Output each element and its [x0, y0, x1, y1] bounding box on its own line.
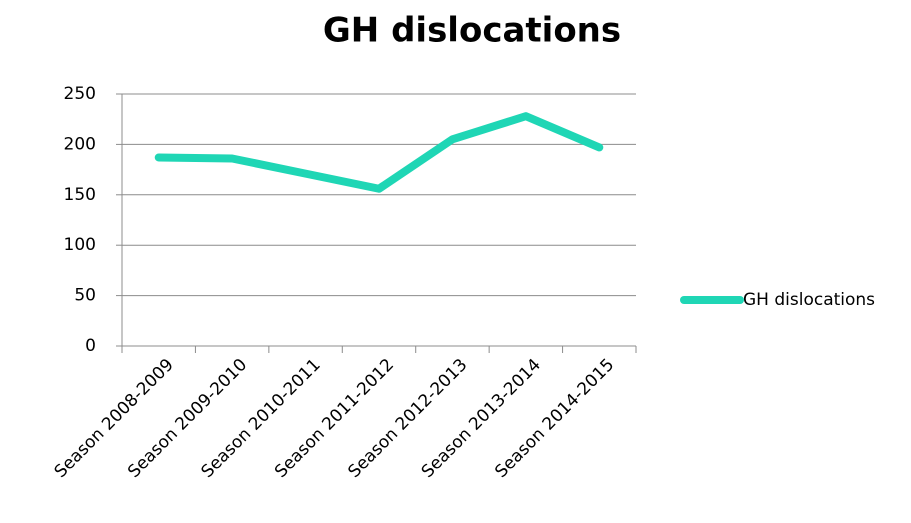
y-tick-label: 0: [85, 336, 96, 356]
x-tick-label: Season 2010-2011: [198, 355, 325, 482]
legend-label: GH dislocations: [743, 290, 875, 310]
x-tick-label: Season 2014-2015: [491, 355, 618, 482]
x-tick-label: Season 2009-2010: [124, 355, 251, 482]
y-tick-label: 100: [64, 235, 96, 255]
y-tick-label: 200: [64, 134, 96, 154]
x-tick-label: Season 2013-2014: [418, 355, 545, 482]
x-tick-label: Season 2012-2013: [344, 355, 471, 482]
y-tick-label: 150: [64, 185, 96, 205]
chart-title: GH dislocations: [323, 11, 621, 51]
x-tick-label: Season 2008-2009: [51, 355, 178, 482]
y-tick-label: 250: [64, 84, 96, 104]
data-line: [154, 112, 604, 193]
x-tick-label: Season 2011-2012: [271, 355, 398, 482]
y-tick-label: 50: [74, 286, 96, 306]
